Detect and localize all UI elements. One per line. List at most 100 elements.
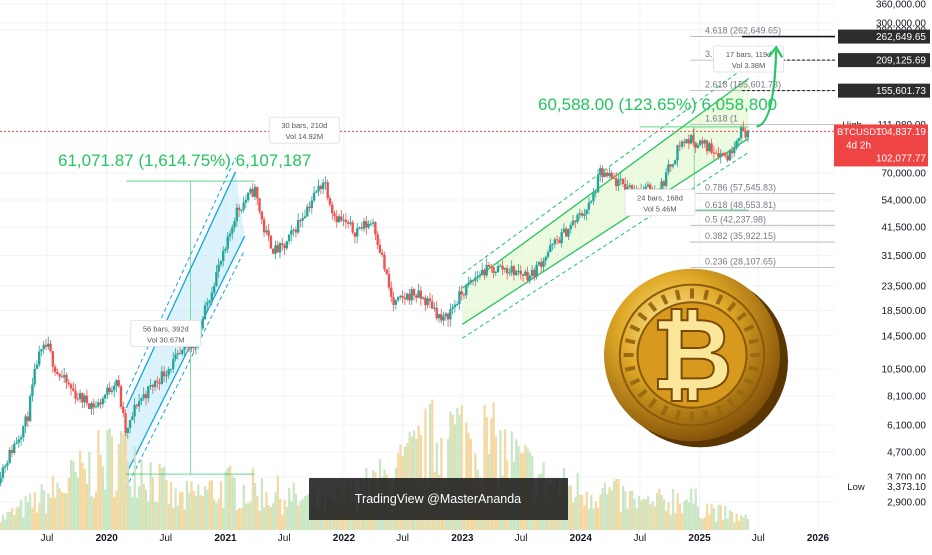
candle-body[interactable] — [580, 213, 584, 216]
candle-body[interactable] — [147, 386, 150, 399]
candle-body[interactable] — [42, 344, 45, 349]
candle-body[interactable] — [144, 394, 148, 399]
candle-body[interactable] — [610, 172, 613, 178]
candle-body[interactable] — [608, 172, 611, 177]
candle-body[interactable] — [226, 236, 229, 249]
candle-body[interactable] — [462, 294, 466, 296]
candle-body[interactable] — [405, 293, 409, 300]
candle-body[interactable] — [140, 398, 143, 401]
candle-body[interactable] — [244, 199, 248, 203]
candle-body[interactable] — [483, 269, 486, 276]
candle-body[interactable] — [564, 228, 568, 237]
candle-body[interactable] — [369, 223, 373, 225]
candle-body[interactable] — [714, 152, 718, 154]
candle-body[interactable] — [460, 291, 463, 295]
candle-body[interactable] — [269, 235, 273, 249]
candle-body[interactable] — [187, 347, 191, 349]
candle-body[interactable] — [131, 416, 134, 421]
candle-body[interactable] — [203, 305, 207, 320]
candle-body[interactable] — [435, 307, 438, 319]
candle-body[interactable] — [485, 264, 488, 276]
candle-body[interactable] — [662, 181, 666, 186]
candle-body[interactable] — [194, 346, 198, 348]
candle-body[interactable] — [44, 344, 48, 347]
candle-body[interactable] — [721, 153, 725, 155]
candle-body[interactable] — [133, 404, 136, 417]
candle-body[interactable] — [10, 449, 14, 453]
candle-body[interactable] — [106, 387, 109, 395]
candle-body[interactable] — [644, 186, 647, 192]
candle-body[interactable] — [371, 222, 375, 224]
candle-body[interactable] — [337, 216, 341, 223]
candle-body[interactable] — [283, 244, 286, 249]
candle-body[interactable] — [549, 244, 552, 253]
candle-body[interactable] — [671, 164, 675, 167]
candle-body[interactable] — [515, 270, 518, 276]
candle-body[interactable] — [249, 189, 252, 193]
candle-body[interactable] — [167, 369, 170, 376]
candle-body[interactable] — [744, 131, 747, 138]
candle-body[interactable] — [589, 201, 593, 203]
candle-body[interactable] — [1, 467, 5, 479]
candle-body[interactable] — [428, 298, 432, 302]
candle-body[interactable] — [35, 364, 39, 369]
candle-body[interactable] — [217, 264, 220, 272]
candle-body[interactable] — [612, 177, 616, 179]
candle-body[interactable] — [224, 248, 227, 251]
candle-body[interactable] — [158, 382, 161, 384]
candle-body[interactable] — [733, 148, 736, 154]
candle-body[interactable] — [78, 393, 82, 400]
candle-body[interactable] — [408, 293, 411, 301]
candle-body[interactable] — [110, 390, 114, 393]
candle-body[interactable] — [33, 368, 36, 385]
candle-body[interactable] — [528, 275, 532, 281]
candle-body[interactable] — [571, 220, 575, 225]
candle-body[interactable] — [630, 185, 634, 193]
candle-body[interactable] — [219, 261, 223, 265]
candle-body[interactable] — [294, 229, 298, 233]
candle-body[interactable] — [587, 202, 591, 210]
candle-body[interactable] — [646, 184, 650, 187]
candle-body[interactable] — [137, 400, 141, 407]
candle-body[interactable] — [567, 229, 570, 237]
candle-body[interactable] — [169, 368, 173, 370]
candle-body[interactable] — [708, 143, 711, 152]
candle-body[interactable] — [478, 275, 482, 277]
candle-body[interactable] — [62, 374, 66, 378]
candle-body[interactable] — [178, 353, 182, 355]
candle-body[interactable] — [185, 346, 189, 348]
candle-body[interactable] — [599, 168, 602, 176]
candle-body[interactable] — [40, 348, 43, 352]
candle-body[interactable] — [19, 437, 23, 440]
candle-body[interactable] — [437, 314, 441, 319]
candle-body[interactable] — [242, 202, 245, 210]
candle-body[interactable] — [81, 393, 84, 403]
candle-body[interactable] — [76, 398, 80, 400]
candle-body[interactable] — [0, 478, 2, 484]
candle-body[interactable] — [162, 371, 166, 377]
candle-body[interactable] — [365, 221, 368, 228]
candle-body[interactable] — [262, 219, 266, 233]
candle-body[interactable] — [419, 290, 423, 299]
candle-body[interactable] — [333, 213, 336, 217]
candle-body[interactable] — [574, 220, 577, 222]
candle-body[interactable] — [505, 268, 509, 274]
candle-body[interactable] — [553, 239, 557, 244]
candle-body[interactable] — [730, 150, 734, 154]
candle-body[interactable] — [676, 145, 679, 161]
candle-body[interactable] — [703, 140, 706, 144]
candle-body[interactable] — [546, 252, 550, 257]
candle-body[interactable] — [433, 307, 436, 309]
candle-body[interactable] — [317, 185, 320, 192]
candle-body[interactable] — [378, 244, 382, 253]
candle-body[interactable] — [467, 282, 470, 285]
candle-body[interactable] — [492, 267, 495, 273]
candle-body[interactable] — [617, 179, 620, 187]
candle-body[interactable] — [496, 266, 500, 273]
candle-body[interactable] — [126, 427, 129, 433]
candle-body[interactable] — [267, 230, 270, 236]
candle-body[interactable] — [417, 290, 420, 298]
candle-body[interactable] — [614, 178, 618, 187]
candle-body[interactable] — [476, 276, 479, 278]
